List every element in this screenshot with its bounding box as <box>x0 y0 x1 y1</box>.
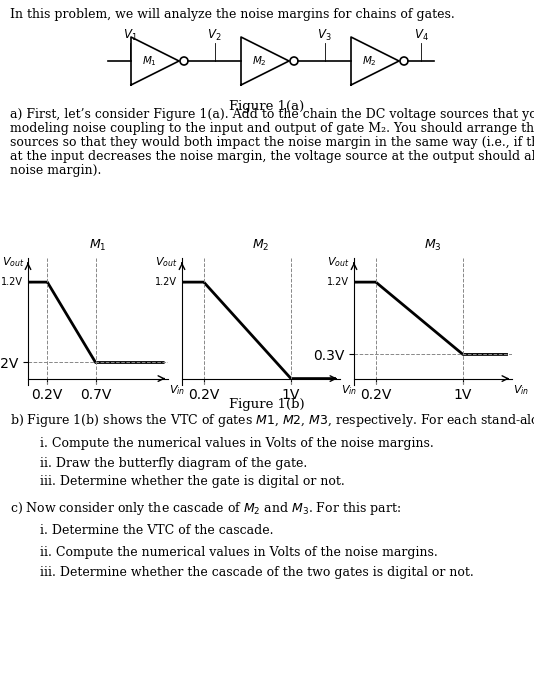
Text: at the input decreases the noise margin, the voltage source at the output should: at the input decreases the noise margin,… <box>10 150 534 163</box>
Text: In this problem, we will analyze the noise margins for chains of gates.: In this problem, we will analyze the noi… <box>10 8 455 21</box>
Text: $V_{out}$: $V_{out}$ <box>155 255 178 269</box>
Text: $M_1$: $M_1$ <box>142 54 156 68</box>
Text: $M_2$: $M_2$ <box>252 54 266 68</box>
Text: 1.2V: 1.2V <box>1 277 23 287</box>
Text: ii. Draw the butterfly diagram of the gate.: ii. Draw the butterfly diagram of the ga… <box>40 457 307 470</box>
Text: $V_{in}$: $V_{in}$ <box>341 383 357 397</box>
Text: $M_2$: $M_2$ <box>362 54 376 68</box>
Text: i. Compute the numerical values in Volts of the noise margins.: i. Compute the numerical values in Volts… <box>40 437 434 450</box>
Text: i. Determine the VTC of the cascade.: i. Determine the VTC of the cascade. <box>40 524 273 537</box>
Text: iii. Determine whether the gate is digital or not.: iii. Determine whether the gate is digit… <box>40 475 345 488</box>
Text: $V_2$: $V_2$ <box>207 28 222 43</box>
Text: b) Figure 1(b) shows the VTC of gates $M1$, $M2$, $M3$, respectively. For each s: b) Figure 1(b) shows the VTC of gates $M… <box>10 412 534 429</box>
Text: noise margin).: noise margin). <box>10 164 101 177</box>
Text: $V_3$: $V_3$ <box>317 28 332 43</box>
Text: $V_4$: $V_4$ <box>414 28 428 43</box>
Text: 1.2V: 1.2V <box>154 277 177 287</box>
Text: a) First, let’s consider Figure 1(a). Add to the chain the DC voltage sources th: a) First, let’s consider Figure 1(a). Ad… <box>10 108 534 121</box>
Text: $V_{in}$: $V_{in}$ <box>513 383 529 397</box>
Text: $M_2$: $M_2$ <box>252 237 270 252</box>
Text: iii. Determine whether the cascade of the two gates is digital or not.: iii. Determine whether the cascade of th… <box>40 566 474 579</box>
Text: sources so that they would both impact the noise margin in the same way (i.e., i: sources so that they would both impact t… <box>10 136 534 149</box>
Text: $M_1$: $M_1$ <box>89 237 107 252</box>
Text: c) Now consider only the cascade of $M_2$ and $M_3$. For this part:: c) Now consider only the cascade of $M_2… <box>10 500 400 517</box>
Text: $V_{in}$: $V_{in}$ <box>169 383 185 397</box>
Text: $V_{out}$: $V_{out}$ <box>327 255 350 269</box>
Text: modeling noise coupling to the input and output of gate M₂. You should arrange t: modeling noise coupling to the input and… <box>10 122 534 135</box>
Text: ii. Compute the numerical values in Volts of the noise margins.: ii. Compute the numerical values in Volt… <box>40 546 438 559</box>
Text: 1.2V: 1.2V <box>327 277 349 287</box>
Text: Figure 1(a): Figure 1(a) <box>230 100 304 113</box>
Text: $V_{out}$: $V_{out}$ <box>2 255 24 269</box>
Text: $M_3$: $M_3$ <box>424 237 442 252</box>
Text: $V_1$: $V_1$ <box>123 28 137 43</box>
Text: Figure 1(b): Figure 1(b) <box>229 398 305 411</box>
